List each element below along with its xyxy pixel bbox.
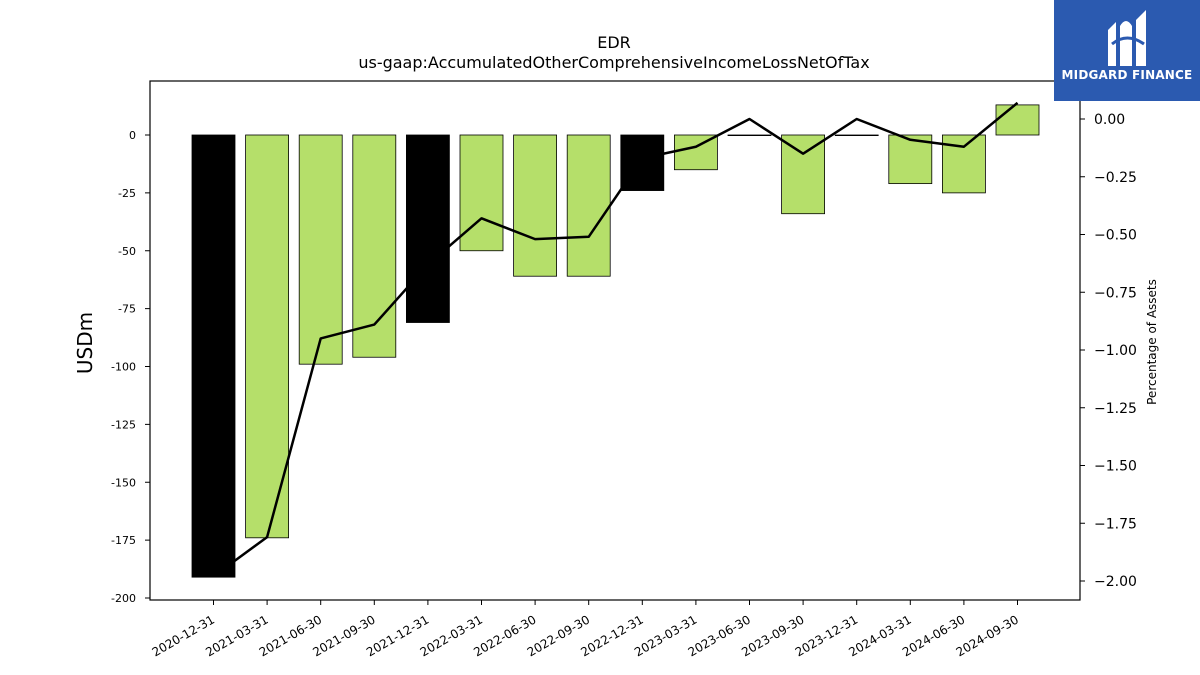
bar [405, 134, 450, 323]
y-axis-right: 0.00 −0.25 −0.50 −0.75 −1.00 −1.25 −1.50 −1.75 −… [1080, 112, 1137, 590]
y2-tick-label: −1.75 [1094, 516, 1137, 532]
y2-tick-label: −1.00 [1094, 343, 1137, 359]
y2-tick-label: −2.00 [1094, 574, 1137, 590]
bar [298, 134, 343, 365]
plot-frame [149, 80, 1081, 601]
y-tick-label: 0 [129, 129, 136, 142]
y-tick-label: -125 [111, 418, 136, 431]
y2-tick-label: −0.75 [1094, 285, 1137, 301]
percent-line [212, 101, 1019, 578]
chart-subtitle: us-gaap:AccumulatedOtherComprehensiveInc… [358, 53, 869, 72]
y2-tick-label: −0.25 [1094, 170, 1137, 186]
bar [727, 134, 772, 137]
bar [191, 134, 236, 578]
bar [352, 134, 397, 358]
y2-tick-label: 0.00 [1094, 112, 1125, 128]
bar [834, 134, 879, 137]
y2-tick-label: −1.50 [1094, 459, 1137, 475]
y2-tick-label: −0.50 [1094, 228, 1137, 244]
bars [191, 104, 1040, 578]
bar [566, 134, 611, 277]
y-axis-left: 0 -25 -50 -75 -100 -125 -150 -175 -200 [111, 129, 150, 605]
y-tick-label: -100 [111, 361, 136, 374]
y-tick-label: -150 [111, 476, 136, 489]
bar [888, 134, 933, 185]
bar [674, 134, 718, 171]
y-tick-label: -200 [111, 592, 136, 605]
percent-series-line [212, 101, 1019, 578]
logo-mark-icon [1108, 10, 1146, 66]
y-tick-label: -75 [118, 303, 136, 316]
y-tick-label: -175 [111, 534, 136, 547]
y-tick-label: -25 [118, 187, 136, 200]
bar [995, 104, 1040, 136]
bar [245, 134, 290, 539]
y-axis-label: USDm [73, 312, 97, 374]
logo-text: MIDGARD FINANCE [1061, 68, 1193, 82]
bar [513, 134, 557, 277]
midgard-finance-logo: MIDGARD FINANCE [1054, 0, 1200, 101]
bar [781, 134, 825, 215]
y2-axis-label: Percentage of Assets [1145, 279, 1159, 405]
bar [459, 134, 504, 252]
x-axis: 2020-12-312021-03-312021-06-302021-09-30… [150, 600, 1021, 659]
chart-title: EDR [597, 33, 631, 52]
y2-tick-label: −1.25 [1094, 401, 1137, 417]
y-tick-label: -50 [118, 245, 136, 258]
